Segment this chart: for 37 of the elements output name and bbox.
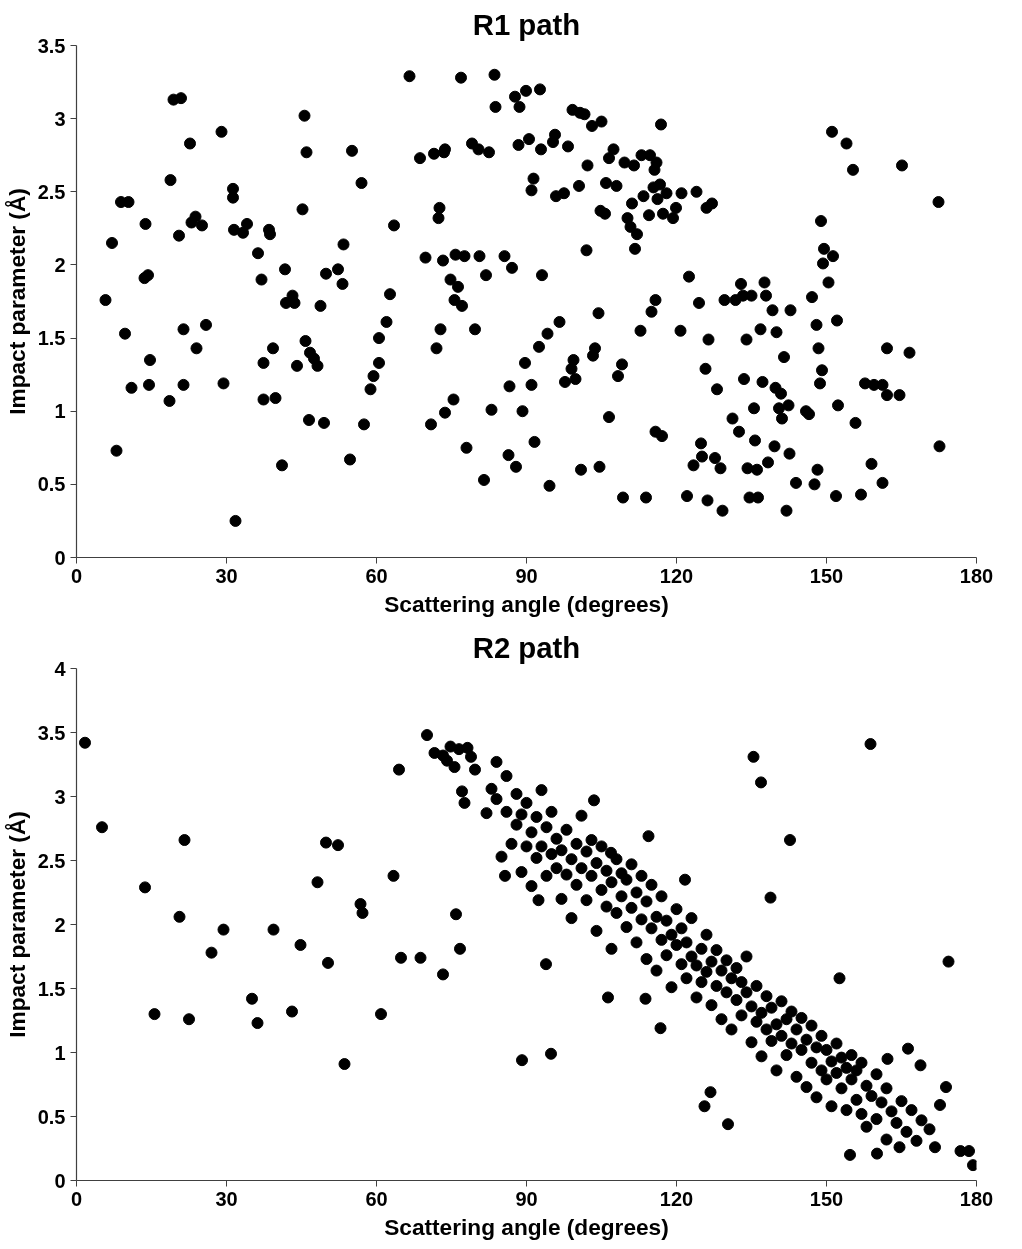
y-tick-label: 1 bbox=[54, 400, 66, 423]
y-tick-label: 1.5 bbox=[37, 977, 66, 1000]
y-tick-label: 0.5 bbox=[37, 473, 66, 496]
x-tick-label: 60 bbox=[365, 1187, 388, 1210]
x-tick-label: 180 bbox=[959, 1187, 994, 1210]
chart-title: R2 path bbox=[472, 630, 581, 664]
y-tick-label: 3.5 bbox=[37, 34, 66, 57]
x-tick-label: 0 bbox=[70, 1187, 83, 1210]
y-axis-title: Impact parameter (Å) bbox=[3, 811, 30, 1038]
x-tick-label: 120 bbox=[659, 564, 694, 587]
y-tick-label: 1.5 bbox=[37, 327, 66, 350]
y-tick-label: 0.5 bbox=[37, 1105, 66, 1128]
y-tick-label: 2.5 bbox=[37, 849, 66, 872]
y-tick-label: 1 bbox=[54, 1041, 66, 1064]
x-axis-title: Scattering angle (degrees) bbox=[384, 1213, 669, 1240]
y-axis-title: Impact parameter (Å) bbox=[3, 188, 30, 415]
y-tick-label: 2.5 bbox=[37, 180, 66, 203]
x-tick-label: 0 bbox=[70, 564, 83, 587]
y-tick-label: 0 bbox=[54, 546, 66, 569]
x-tick-label: 90 bbox=[515, 564, 538, 587]
y-tick-label: 0 bbox=[54, 1169, 66, 1192]
y-tick-label: 2 bbox=[54, 253, 66, 276]
x-tick-label: 180 bbox=[959, 564, 994, 587]
y-tick-label: 3 bbox=[54, 785, 66, 808]
y-tick-label: 4 bbox=[54, 657, 67, 680]
y-tick-label: 3 bbox=[54, 107, 66, 130]
x-tick-label: 150 bbox=[809, 1187, 844, 1210]
x-axis-title: Scattering angle (degrees) bbox=[384, 590, 669, 617]
x-tick-label: 30 bbox=[215, 1187, 238, 1210]
x-tick-label: 150 bbox=[809, 564, 844, 587]
x-tick-label: 90 bbox=[515, 1187, 538, 1210]
x-tick-label: 60 bbox=[365, 564, 388, 587]
x-tick-label: 120 bbox=[659, 1187, 694, 1210]
chart-title: R1 path bbox=[472, 7, 581, 41]
y-tick-label: 2 bbox=[54, 913, 66, 936]
y-tick-label: 3.5 bbox=[37, 721, 66, 744]
x-tick-label: 30 bbox=[215, 564, 238, 587]
